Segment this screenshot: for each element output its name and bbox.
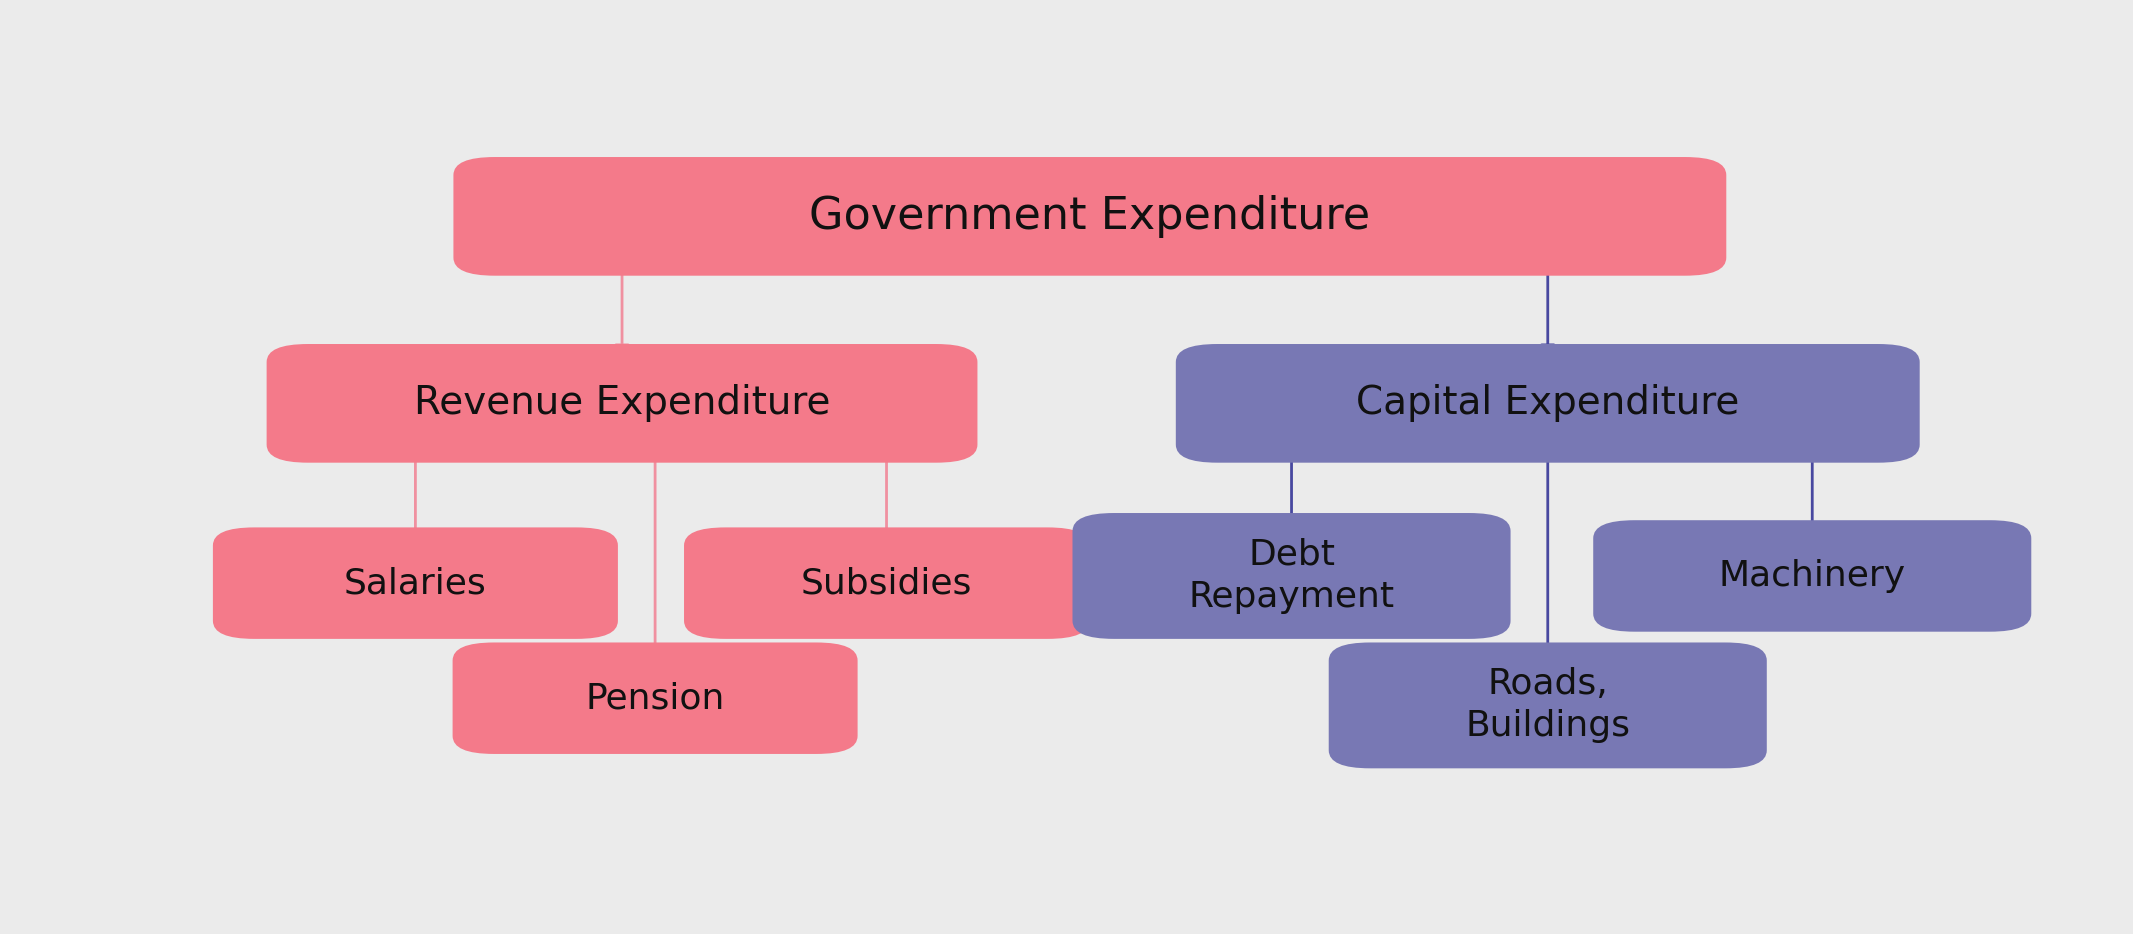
FancyBboxPatch shape (685, 528, 1090, 639)
Text: Salaries: Salaries (343, 566, 486, 601)
Text: Roads,
Buildings: Roads, Buildings (1465, 668, 1630, 743)
Text: Pension: Pension (584, 681, 725, 715)
Text: Machinery: Machinery (1719, 559, 1905, 593)
Text: Debt
Repayment: Debt Repayment (1188, 538, 1395, 614)
Text: Government Expenditure: Government Expenditure (808, 195, 1369, 238)
FancyBboxPatch shape (454, 157, 1726, 276)
FancyBboxPatch shape (213, 528, 619, 639)
FancyBboxPatch shape (1329, 643, 1766, 769)
FancyBboxPatch shape (1175, 344, 1920, 462)
Text: Capital Expenditure: Capital Expenditure (1357, 385, 1738, 422)
FancyBboxPatch shape (1593, 520, 2031, 631)
Text: Subsidies: Subsidies (800, 566, 973, 601)
FancyBboxPatch shape (452, 643, 857, 754)
FancyBboxPatch shape (1073, 513, 1510, 639)
FancyBboxPatch shape (267, 344, 977, 462)
Text: Revenue Expenditure: Revenue Expenditure (414, 385, 830, 422)
